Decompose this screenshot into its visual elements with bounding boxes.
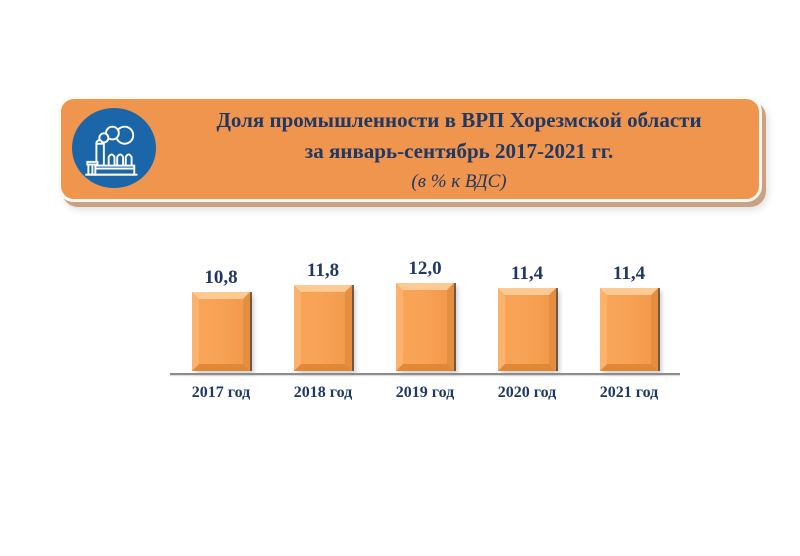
bar-group: 11,4	[578, 248, 680, 371]
bar-chart: 10,8 11,8 12,0 11,4 11,4 2017 год 2018 год 201…	[170, 248, 680, 413]
x-axis-line	[170, 373, 680, 375]
title-line-1: Доля промышленности в ВРП Хорезмской обл…	[216, 108, 702, 132]
factory-icon-drawing	[85, 125, 138, 176]
plot-area: 10,8 11,8 12,0 11,4 11,4	[170, 248, 680, 371]
category-label: 2021 год	[599, 384, 659, 401]
value-label: 12,0	[408, 258, 442, 279]
category-label: 2020 год	[497, 384, 557, 401]
banner-titles: Доля промышленности в ВРП Хорезмской обл…	[165, 105, 753, 196]
bar	[294, 285, 352, 371]
bar-group: 12,0	[374, 248, 476, 371]
title-line-2: за январь-сентябрь 2017-2021 гг.	[304, 139, 614, 163]
bar	[396, 283, 454, 371]
bar	[600, 288, 658, 371]
bar	[192, 292, 250, 371]
bar-group: 11,8	[272, 248, 374, 371]
value-label: 10,8	[204, 267, 238, 288]
category-label: 2017 год	[191, 384, 251, 401]
value-label: 11,4	[510, 263, 544, 284]
title-subtitle: (в % к ВДС)	[411, 171, 507, 192]
bar-group: 10,8	[170, 248, 272, 371]
category-label: 2018 год	[293, 384, 353, 401]
value-label: 11,4	[612, 263, 646, 284]
title-banner: Доля промышленности в ВРП Хорезмской обл…	[58, 96, 762, 202]
category-axis-labels: 2017 год 2018 год 2019 год 2020 год 2021 год	[170, 382, 680, 404]
value-label: 11,8	[306, 260, 340, 281]
factory-icon	[72, 108, 156, 188]
bar-group: 11,4	[476, 248, 578, 371]
bar	[498, 288, 556, 371]
category-label: 2019 год	[395, 384, 455, 401]
